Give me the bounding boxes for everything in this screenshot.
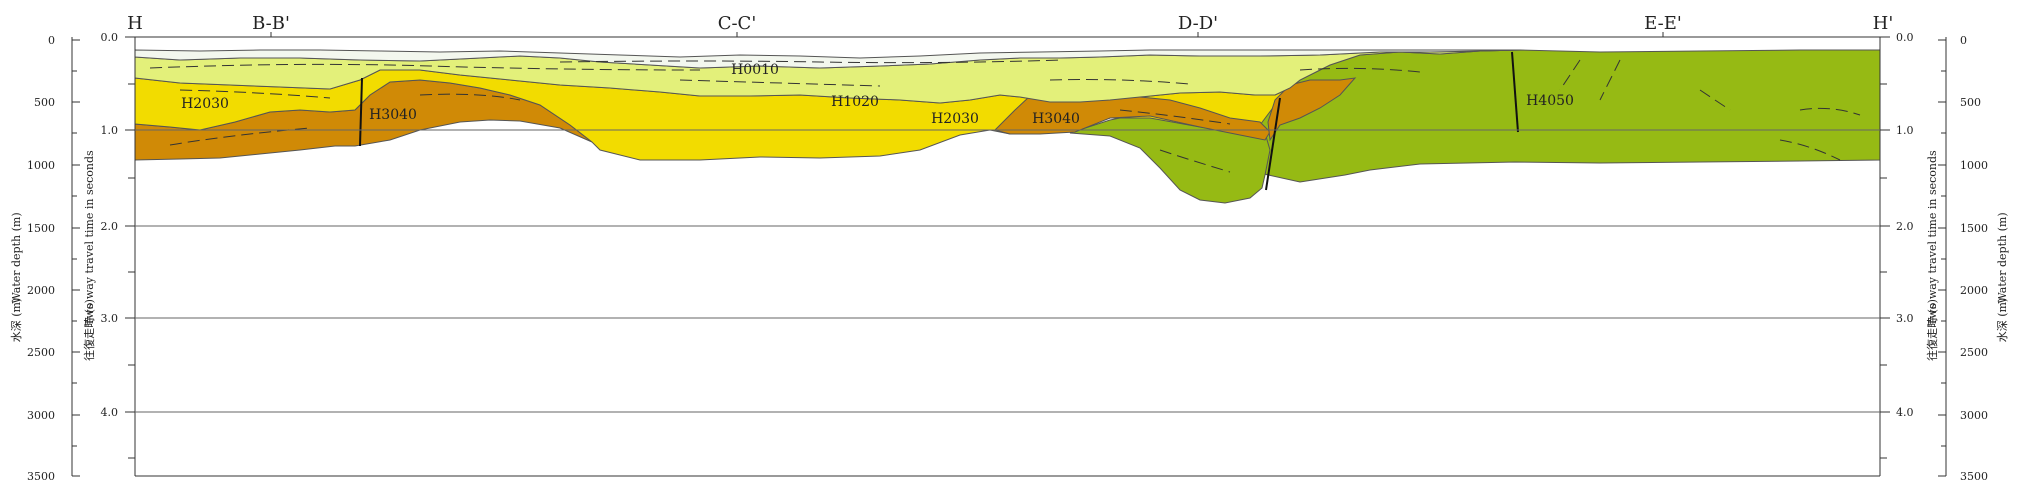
right-depth-tick-2000: 2000 xyxy=(1960,284,1988,297)
right-tt-tick-2: 2.0 xyxy=(1896,220,1914,233)
line-label-c: C-C' xyxy=(718,13,757,34)
left-twt-axis: 0.0 1.0 2.0 3.0 4.0 xyxy=(101,31,135,459)
right-twt-axis: 0.0 1.0 2.0 3.0 4.0 xyxy=(1880,31,1914,459)
left-tt-tick-2: 2.0 xyxy=(101,220,119,233)
reflector-dashes xyxy=(149,59,1861,173)
unit-h0010-area xyxy=(134,49,1521,69)
left-depth-tick-0: 0 xyxy=(48,34,55,47)
unit-label-h2030-left: H2030 xyxy=(181,96,229,112)
left-tt-tick-0: 0.0 xyxy=(101,31,119,44)
left-depth-tick-1500: 1500 xyxy=(27,222,55,235)
left-depth-tick-2500: 2500 xyxy=(27,346,55,359)
unit-label-h3040-mid: H3040 xyxy=(1032,111,1080,127)
right-depth-tick-3000: 3000 xyxy=(1960,409,1988,422)
section-line-labels: H B-B' C-C' D-D' E-E' H' xyxy=(127,13,1893,34)
depth-title-en-left: Water depth (m) xyxy=(10,212,23,303)
right-depth-axis: 0 500 1000 1500 2000 2500 3000 3500 xyxy=(1938,34,1988,483)
left-depth-axis: 0 500 1000 1500 2000 2500 3000 3500 xyxy=(27,34,80,483)
right-depth-tick-3500: 3500 xyxy=(1960,470,1988,483)
left-depth-tick-500: 500 xyxy=(34,96,55,109)
left-tt-tick-1: 1.0 xyxy=(101,124,119,137)
line-label-b: B-B' xyxy=(252,13,290,34)
right-depth-tick-2500: 2500 xyxy=(1960,346,1988,359)
left-depth-tick-1000: 1000 xyxy=(27,159,55,172)
unit-h3040-right xyxy=(1267,77,1357,142)
fault-lines xyxy=(359,51,1519,191)
depth-title-jp-left: 水深 (m) xyxy=(10,298,23,343)
right-depth-tick-1500: 1500 xyxy=(1960,222,1988,235)
right-depth-tick-0: 0 xyxy=(1960,34,1967,47)
unit-labels: H0010 H1020 H2030 H3040 H2030 H3040 H405… xyxy=(181,62,1574,127)
right-tt-tick-4: 4.0 xyxy=(1896,406,1914,419)
unit-label-h1020: H1020 xyxy=(831,94,879,110)
depth-title-jp-right: 水深 (m) xyxy=(1996,298,2009,343)
right-axis-titles: Two way travel time in seconds 往復走時 (s) … xyxy=(1925,150,2009,361)
left-depth-tick-2000: 2000 xyxy=(27,284,55,297)
depth-title-en-right: Water depth (m) xyxy=(1996,212,2009,303)
twt-title-en-right: Two way travel time in seconds xyxy=(1926,150,1939,326)
top-line-ticks xyxy=(270,32,1664,37)
right-tt-tick-1: 1.0 xyxy=(1896,124,1914,137)
twt-gridlines xyxy=(135,129,1880,413)
right-depth-tick-1000: 1000 xyxy=(1960,159,1988,172)
twt-title-jp-right: 往復走時 (s) xyxy=(1925,299,1939,361)
left-axis-titles: Water depth (m) 水深 (m) Two way travel ti… xyxy=(10,150,96,361)
right-depth-tick-500: 500 xyxy=(1960,96,1981,109)
plot-frame xyxy=(134,36,1881,477)
right-tt-tick-3: 3.0 xyxy=(1896,312,1914,325)
geologic-units xyxy=(134,49,1881,204)
right-tt-tick-0: 0.0 xyxy=(1896,31,1914,44)
unit-label-h3040-left: H3040 xyxy=(369,107,417,123)
line-label-d: D-D' xyxy=(1178,13,1218,34)
twt-title-jp-left: 往復走時 (s) xyxy=(82,299,96,361)
line-label-h-prime: H' xyxy=(1873,13,1894,34)
left-depth-tick-3500: 3500 xyxy=(27,470,55,483)
unit-label-h2030-mid: H2030 xyxy=(931,111,979,127)
line-label-e: E-E' xyxy=(1644,13,1682,34)
unit-label-h0010: H0010 xyxy=(731,62,779,78)
left-depth-tick-3000: 3000 xyxy=(27,409,55,422)
left-tt-tick-4: 4.0 xyxy=(101,406,119,419)
line-label-h: H xyxy=(127,13,143,34)
unit-label-h4050: H4050 xyxy=(1526,93,1574,109)
twt-title-en-left: Two way travel time in seconds xyxy=(83,150,96,326)
left-tt-tick-3: 3.0 xyxy=(101,312,119,325)
